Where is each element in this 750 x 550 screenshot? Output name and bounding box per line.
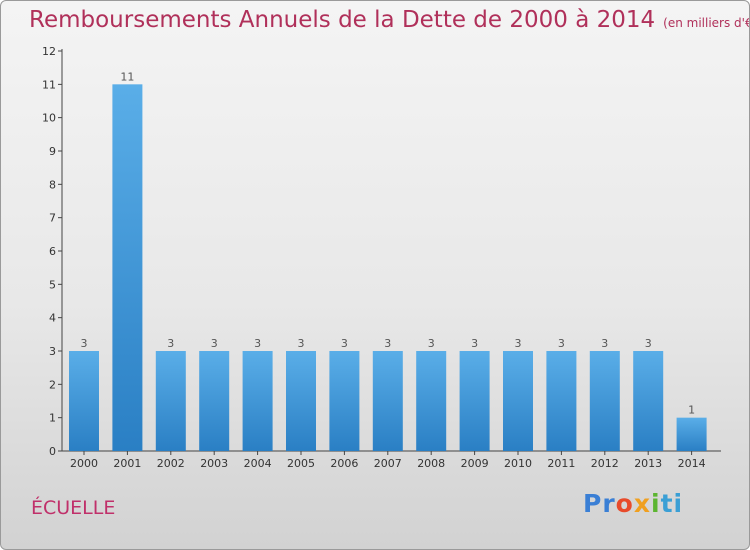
- y-tick-label: 11: [42, 78, 56, 91]
- bar-2012: [589, 351, 620, 451]
- bar-2006: [329, 351, 360, 451]
- bar-2001: [112, 84, 143, 451]
- x-tick-label: 2005: [287, 457, 315, 470]
- chart-title-text: Remboursements Annuels de la Dette de 20…: [29, 7, 656, 33]
- bar-2011: [546, 351, 577, 451]
- y-tick-label: 12: [42, 45, 56, 58]
- y-tick-label: 7: [49, 212, 56, 225]
- bar-2000: [69, 351, 99, 451]
- x-tick-label: 2006: [330, 457, 358, 470]
- bar-value-label: 3: [515, 337, 522, 350]
- x-tick-label: 2004: [244, 457, 272, 470]
- x-tick-label: 2012: [591, 457, 619, 470]
- bar-value-label: 3: [167, 337, 174, 350]
- x-tick-label: 2001: [113, 457, 141, 470]
- x-tick-label: 2000: [70, 457, 98, 470]
- bar-value-label: 11: [120, 70, 134, 83]
- bar-value-label: 3: [558, 337, 565, 350]
- bar-value-label: 3: [601, 337, 608, 350]
- bar-2004: [242, 351, 273, 451]
- y-tick-label: 2: [49, 378, 56, 391]
- bar-value-label: 3: [384, 337, 391, 350]
- x-tick-label: 2008: [417, 457, 445, 470]
- x-tick-label: 2003: [200, 457, 228, 470]
- y-tick-label: 6: [49, 245, 56, 258]
- x-tick-label: 2014: [678, 457, 706, 470]
- bar-value-label: 3: [645, 337, 652, 350]
- y-tick-label: 8: [49, 178, 56, 191]
- bar-value-label: 3: [211, 337, 218, 350]
- bar-value-label: 3: [254, 337, 261, 350]
- y-tick-label: 1: [49, 412, 56, 425]
- bar-2010: [503, 351, 533, 451]
- bar-value-label: 3: [341, 337, 348, 350]
- y-tick-label: 9: [49, 145, 56, 158]
- proxiti-logo: Proxiti: [583, 489, 684, 518]
- bar-value-label: 3: [471, 337, 478, 350]
- bar-value-label: 3: [81, 337, 88, 350]
- bar-2005: [286, 351, 316, 451]
- bar-2002: [155, 351, 186, 451]
- bar-2007: [372, 351, 403, 451]
- y-tick-label: 3: [49, 345, 56, 358]
- y-tick-label: 0: [49, 445, 56, 458]
- bar-2008: [416, 351, 447, 451]
- y-tick-label: 4: [49, 312, 56, 325]
- x-tick-label: 2013: [634, 457, 662, 470]
- chart-title: Remboursements Annuels de la Dette de 20…: [29, 7, 750, 33]
- x-tick-label: 2010: [504, 457, 532, 470]
- bar-2003: [199, 351, 230, 451]
- x-tick-label: 2009: [461, 457, 489, 470]
- bar-value-label: 1: [688, 404, 695, 417]
- x-tick-label: 2011: [547, 457, 575, 470]
- chart-unit: (en milliers d'€): [663, 16, 750, 30]
- bar-2013: [633, 351, 664, 451]
- x-tick-label: 2007: [374, 457, 402, 470]
- y-tick-label: 5: [49, 278, 56, 291]
- bar-value-label: 3: [298, 337, 305, 350]
- x-tick-label: 2002: [157, 457, 185, 470]
- bar-value-label: 3: [428, 337, 435, 350]
- bar-2014: [676, 417, 707, 451]
- bar-2009: [459, 351, 490, 451]
- commune-name: ÉCUELLE: [31, 497, 116, 519]
- y-tick-label: 10: [42, 112, 56, 125]
